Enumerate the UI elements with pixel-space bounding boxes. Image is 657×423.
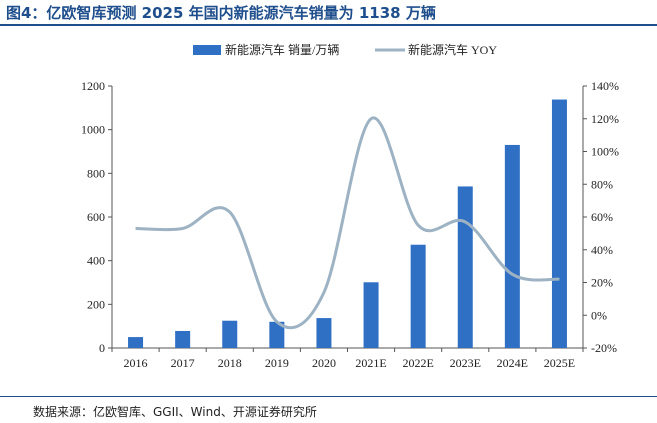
x-tick-label: 2025E <box>544 356 575 370</box>
bar-series <box>128 99 567 348</box>
x-tick-label: 2021E <box>355 356 386 370</box>
bar <box>363 282 379 348</box>
y-left-tick-label: 1200 <box>81 79 105 93</box>
bar <box>551 99 567 348</box>
y-right-tick-label: -20% <box>591 341 617 355</box>
axes: 0 200 400 600 800 1000 1200 -20% 0% 20% 40% 60% 80% 1… <box>81 79 619 355</box>
yoy-line <box>135 116 560 330</box>
x-tick-label: 2017 <box>171 356 195 370</box>
y-right-tick-label: 80% <box>591 177 613 191</box>
x-tick-label: 2023E <box>450 356 481 370</box>
x-axis-labels: 2016 2017 2018 2019 2020 2021E 2022E 2023E 2024E… <box>124 356 576 370</box>
figure-title: 图4：亿欧智库预测 2025 年国内新能源汽车销量为 1138 万辆 <box>6 4 436 22</box>
source-note: 数据来源：亿欧智库、GGII、Wind、开源证券研究所 <box>33 405 317 419</box>
bar <box>128 337 144 348</box>
legend-bar-swatch <box>193 45 221 55</box>
y-left-tick-label: 0 <box>99 341 105 355</box>
y-right-tick-label: 120% <box>591 112 619 126</box>
y-left-tick-label: 400 <box>87 254 105 268</box>
y-left-tick-label: 200 <box>87 297 105 311</box>
legend-bar-label: 新能源汽车 销量/万辆 <box>225 42 339 57</box>
y-left-tick-label: 800 <box>87 166 105 180</box>
bar <box>222 320 238 348</box>
x-tick-label: 2024E <box>497 356 528 370</box>
x-tick-label: 2020 <box>312 356 336 370</box>
y-right-tick-label: 100% <box>591 145 619 159</box>
legend: 新能源汽车 销量/万辆 新能源汽车 YOY <box>193 42 497 57</box>
y-left-tick-label: 600 <box>87 210 105 224</box>
bar <box>269 321 285 348</box>
bar <box>175 330 191 348</box>
x-tick-label: 2019 <box>265 356 289 370</box>
bar <box>316 318 332 348</box>
y-right-tick-label: 20% <box>591 276 613 290</box>
y-right-tick-label: 60% <box>591 210 613 224</box>
x-tick-label: 2018 <box>218 356 242 370</box>
x-tick-label: 2016 <box>124 356 148 370</box>
x-tick-label: 2022E <box>402 356 433 370</box>
bar <box>410 244 426 348</box>
bar <box>457 186 473 348</box>
y-left-tick-label: 1000 <box>81 123 105 137</box>
line-series <box>135 116 560 330</box>
legend-line-label: 新能源汽车 YOY <box>408 42 497 57</box>
y-right-tick-label: 40% <box>591 243 613 257</box>
y-right-tick-label: 0% <box>591 308 607 322</box>
y-right-tick-label: 140% <box>591 79 619 93</box>
bar <box>504 144 520 348</box>
source-rule <box>0 396 657 397</box>
title-rule <box>0 24 657 26</box>
